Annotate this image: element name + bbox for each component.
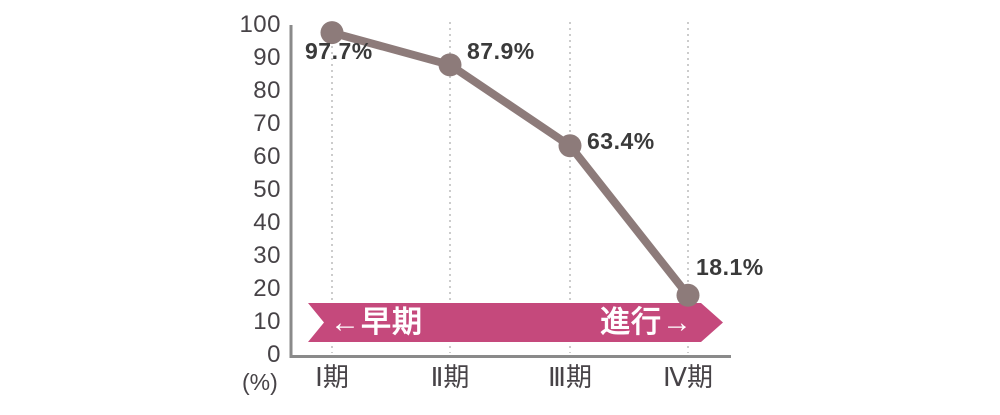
y-axis-unit-label: (%): [242, 369, 278, 395]
y-axis-tick-label: 60: [253, 143, 281, 170]
y-axis-tick-label: 0: [267, 341, 281, 368]
x-axis-tick-label-stage3: Ⅲ期: [548, 362, 592, 392]
y-axis-tick-label: 80: [253, 77, 281, 104]
y-axis-tick-label: 10: [253, 308, 281, 335]
banner-early-stage-label: ←早期: [330, 306, 423, 339]
y-axis: 100 90 80 70 60 50 40 30 20 10 0: [150, 0, 281, 415]
x-axis-tick-label-stage4: Ⅳ期: [663, 362, 713, 392]
x-axis-tick-label-stage2: Ⅱ期: [430, 362, 470, 392]
y-axis-tick-label: 70: [253, 110, 281, 137]
data-point-marker: [558, 134, 582, 158]
y-axis-tick-label: 30: [253, 242, 281, 269]
data-point-label: 63.4%: [587, 128, 655, 154]
data-point-label: 87.9%: [467, 38, 535, 64]
stage-progression-banner: ←早期 進行→: [308, 303, 723, 342]
y-axis-tick-label: 100: [239, 11, 281, 38]
data-point-marker: [438, 53, 462, 77]
data-point-label: 97.7%: [305, 38, 373, 64]
data-point-label: 18.1%: [696, 254, 764, 280]
banner-advanced-stage-label: 進行→: [600, 306, 693, 339]
y-axis-tick-label: 40: [253, 209, 281, 236]
y-axis-tick-label: 50: [253, 176, 281, 203]
y-axis-tick-label: 20: [253, 275, 281, 302]
x-axis-tick-label-stage1: Ⅰ期: [315, 362, 349, 392]
y-axis-tick-label: 90: [253, 44, 281, 71]
survival-rate-line: [328, 28, 692, 300]
